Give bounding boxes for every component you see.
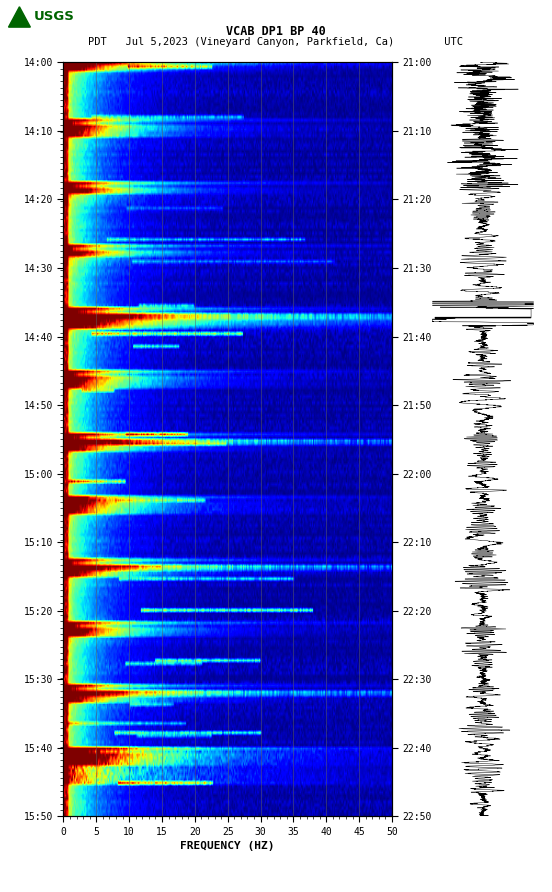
Text: USGS: USGS — [33, 11, 74, 23]
Text: PDT   Jul 5,2023 (Vineyard Canyon, Parkfield, Ca)        UTC: PDT Jul 5,2023 (Vineyard Canyon, Parkfie… — [88, 37, 464, 47]
Text: VCAB DP1 BP 40: VCAB DP1 BP 40 — [226, 25, 326, 38]
Polygon shape — [8, 7, 30, 27]
X-axis label: FREQUENCY (HZ): FREQUENCY (HZ) — [181, 841, 275, 851]
